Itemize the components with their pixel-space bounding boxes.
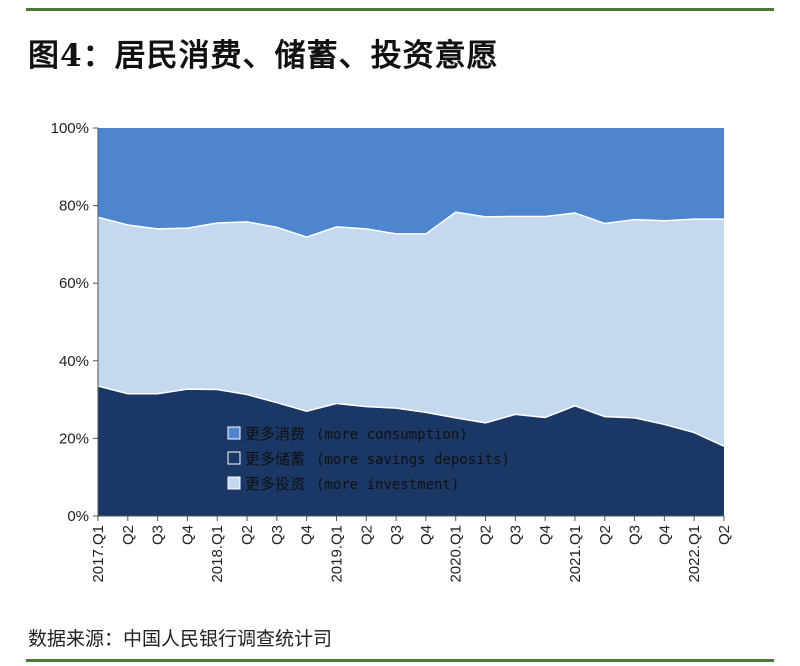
legend-swatch-consumption [227, 426, 241, 440]
x-tick-label: Q3 [388, 525, 405, 545]
boundary-savings [97, 385, 725, 447]
x-tick-label: Q3 [150, 525, 167, 545]
area-consumption [98, 128, 724, 238]
x-tick-label: Q4 [537, 525, 554, 545]
legend-label-investment: 更多投资 [245, 475, 305, 493]
chart-areas [97, 128, 725, 516]
area-savings [98, 386, 724, 516]
y-axis: 0% 20% 40% 60% 80% 100% [51, 120, 99, 525]
legend-label-en-consumption: (more consumption) [316, 427, 468, 443]
x-tick-label: Q3 [507, 525, 524, 545]
x-tick-label: 2018.Q1 [209, 525, 226, 583]
x-axis: 2017.Q1 Q2 Q3 Q4 2018.Q1 Q2 Q3 Q4 2019.Q1 Q2 Q3 Q4 2… [90, 515, 733, 583]
x-tick-label: Q3 [627, 525, 644, 545]
legend-label-en-savings: (more savings deposits) [316, 452, 510, 468]
x-tick-label: Q4 [179, 525, 196, 545]
x-tick-label: Q2 [120, 525, 137, 545]
x-tick-label: 2019.Q1 [328, 525, 345, 583]
legend-swatch-savings [227, 451, 241, 465]
y-tick-label: 100% [51, 120, 89, 137]
x-tick-label: Q2 [716, 525, 733, 545]
figure-title: 图4：居民消费、储蓄、投资意愿 [28, 38, 499, 74]
y-tick-label: 60% [59, 275, 89, 292]
boundary-investment [97, 211, 724, 238]
top-rule [26, 8, 774, 11]
legend-label-savings: 更多储蓄 [245, 450, 305, 468]
x-tick-label: Q2 [239, 525, 256, 545]
x-tick-label: Q4 [656, 525, 673, 545]
y-tick-label: 0% [67, 508, 89, 525]
legend-label-en-investment: (more investment) [316, 477, 459, 493]
x-tick-label: Q4 [299, 525, 316, 545]
bottom-rule [26, 659, 774, 662]
x-tick-label: 2020.Q1 [448, 525, 465, 583]
x-tick-label: 2017.Q1 [90, 525, 107, 583]
source-note: 数据来源：中国人民银行调查统计司 [28, 628, 333, 650]
legend-swatch-investment [227, 476, 241, 490]
legend-label-consumption: 更多消费 [245, 425, 305, 443]
x-tick-label: Q4 [418, 525, 435, 545]
y-tick-label: 40% [59, 353, 89, 370]
y-tick-label: 80% [59, 198, 89, 215]
area-investment [98, 212, 724, 447]
x-tick-label: 2021.Q1 [567, 525, 584, 583]
x-tick-label: 2022.Q1 [686, 525, 703, 583]
x-tick-label: Q3 [269, 525, 286, 545]
x-tick-label: Q2 [597, 525, 614, 545]
legend: 更多消费 (more consumption) 更多储蓄 (more savings … [227, 425, 510, 493]
x-tick-label: Q2 [478, 525, 495, 545]
x-tick-label: Q2 [358, 525, 375, 545]
y-tick-label: 20% [59, 430, 89, 447]
